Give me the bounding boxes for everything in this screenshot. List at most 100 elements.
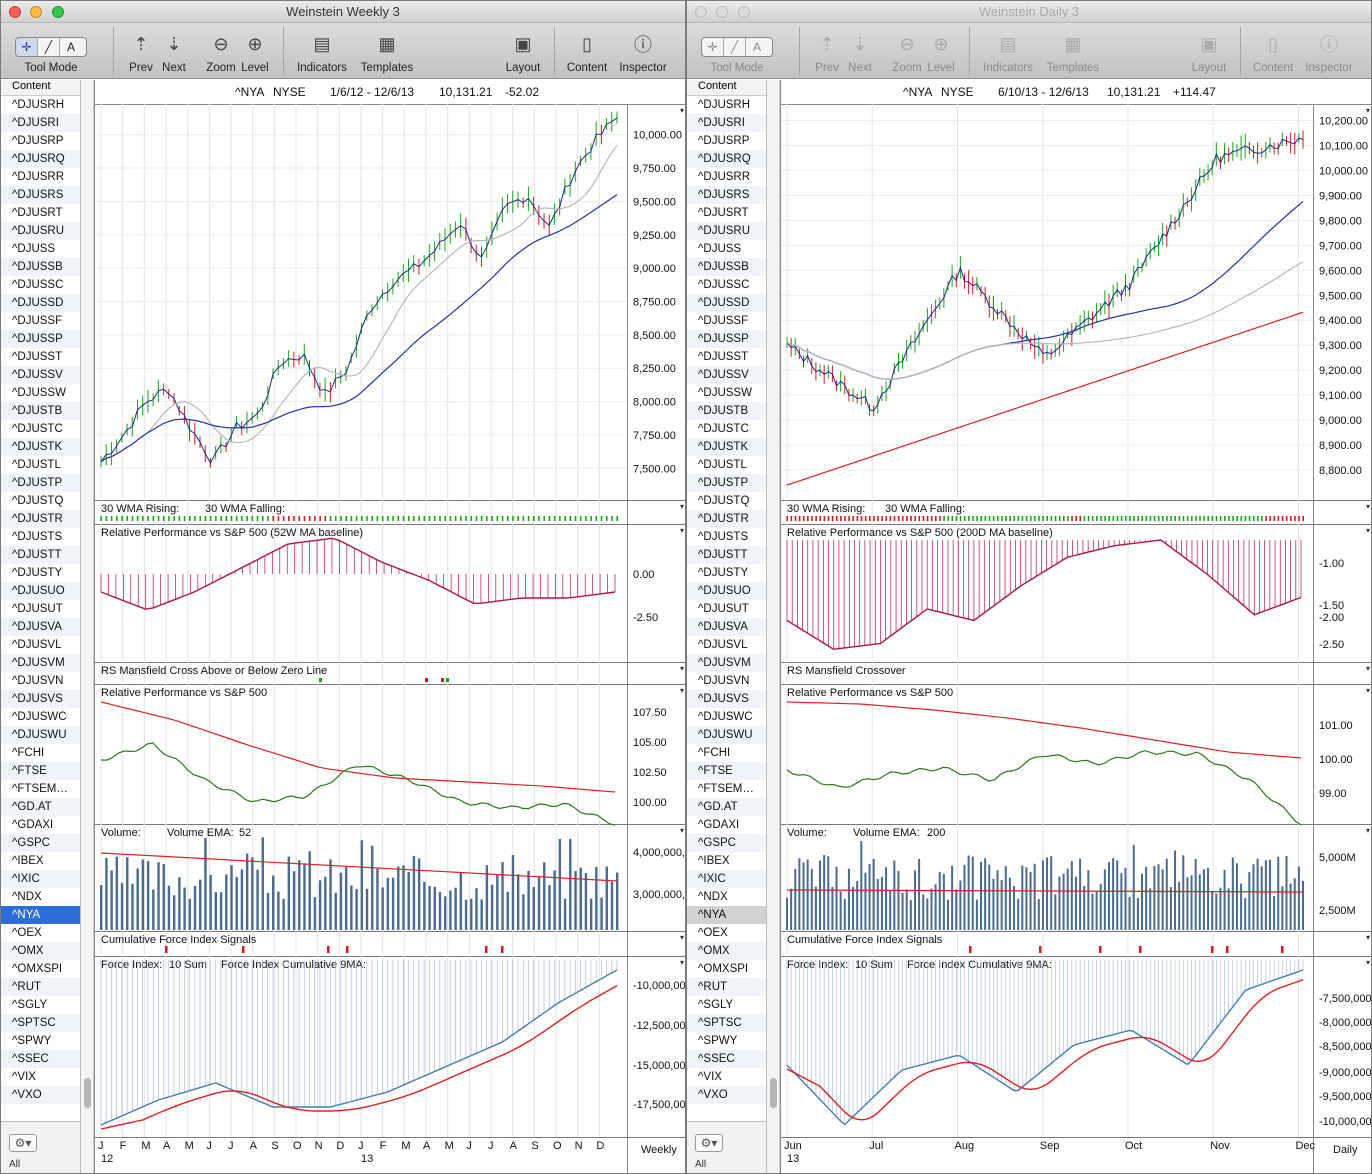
- sidebar-item[interactable]: ^DJUSSV: [687, 366, 766, 384]
- sidebar-item[interactable]: ^DJUSRR: [698, 171, 751, 183]
- sidebar-item[interactable]: ^DJUSTT: [1, 546, 80, 564]
- sidebar-item[interactable]: ^IBEX: [12, 855, 44, 867]
- zoom-level-button[interactable]: ⊕ Level: [239, 29, 271, 75]
- tool-mode-control[interactable]: ✛ ╱ A Tool Mode: [15, 29, 87, 74]
- symbol-list[interactable]: ^DJUSRH ^DJUSRI ^DJUSRP ^DJUSRQ ^DJUSRR ^DJUS…: [1, 96, 80, 1122]
- sidebar-item[interactable]: ^DJUSRS: [1, 186, 80, 204]
- sidebar-item[interactable]: ^VIX: [12, 1071, 36, 1083]
- content-button[interactable]: ▯ Content: [564, 29, 610, 75]
- next-button[interactable]: ⇣ Next: [845, 29, 875, 75]
- sidebar-item[interactable]: ^DJUSTB: [687, 402, 766, 420]
- sidebar-item[interactable]: ^OMXSPI: [698, 963, 749, 975]
- minimize-window-icon[interactable]: [30, 6, 43, 18]
- sidebar-item[interactable]: ^NYA: [687, 906, 766, 924]
- sidebar-item[interactable]: ^FCHI: [12, 747, 45, 759]
- sidebar-item[interactable]: ^DJUSRT: [698, 207, 749, 219]
- sidebar-item[interactable]: ^DJUSTL: [698, 459, 747, 471]
- sidebar-item[interactable]: ^DJUSUO: [687, 582, 766, 600]
- zoom-level-button[interactable]: ⊕ Level: [925, 29, 957, 75]
- text-tool-icon[interactable]: A: [752, 40, 761, 54]
- sidebar-item[interactable]: ^DJUSRI: [687, 114, 766, 132]
- chart-svg[interactable]: ^NYA NYSE 6/10/13 - 12/6/13 10,131.21 +114.4…: [781, 80, 1372, 1174]
- close-window-icon[interactable]: [9, 6, 21, 18]
- sidebar-item[interactable]: ^DJUSVS: [1, 690, 80, 708]
- sidebar-item[interactable]: ^GD.AT: [1, 798, 80, 816]
- sidebar-item[interactable]: ^DJUSTC: [698, 423, 749, 435]
- sidebar-item[interactable]: ^GSPC: [1, 834, 80, 852]
- sidebar-item[interactable]: ^DJUSSV: [1, 366, 80, 384]
- sidebar-item[interactable]: ^DJUSUO: [1, 582, 80, 600]
- sidebar-item[interactable]: ^DJUSSD: [1, 294, 80, 312]
- inspector-button[interactable]: ⓘ Inspector: [617, 29, 669, 74]
- sidebar-item[interactable]: ^DJUSTR: [687, 510, 766, 528]
- inspector-button[interactable]: ⓘ Inspector: [1303, 29, 1355, 74]
- sidebar-item[interactable]: ^OEX: [12, 927, 42, 939]
- sidebar-item[interactable]: ^DJUSS: [12, 243, 56, 255]
- sidebar-item[interactable]: ^DJUSWC: [12, 711, 67, 723]
- sidebar-scrollbar[interactable]: [81, 80, 94, 1173]
- sidebar-item[interactable]: ^DJUSTR: [1, 510, 80, 528]
- layout-button[interactable]: ▣ Layout: [1186, 29, 1232, 75]
- sidebar-item[interactable]: ^SGLY: [12, 999, 48, 1011]
- sidebar-item[interactable]: ^DJUSTC: [12, 423, 63, 435]
- sidebar-item[interactable]: ^VXO: [1, 1086, 80, 1104]
- sidebar-item[interactable]: ^DJUSSD: [687, 294, 766, 312]
- sidebar-item[interactable]: ^DJUSRU: [687, 222, 766, 240]
- sidebar-item[interactable]: ^DJUSSW: [698, 387, 752, 399]
- sidebar-item[interactable]: ^SPTSC: [687, 1014, 766, 1032]
- zoom-window-icon[interactable]: [51, 6, 64, 18]
- sidebar-item[interactable]: ^DJUSTS: [12, 531, 63, 543]
- sidebar-item[interactable]: ^DJUSSP: [687, 330, 766, 348]
- sidebar-item[interactable]: ^DJUSUT: [698, 603, 749, 615]
- sidebar-scrollbar[interactable]: [767, 80, 780, 1173]
- sidebar-item[interactable]: ^DJUSVM: [687, 654, 766, 672]
- minimize-window-icon[interactable]: [716, 6, 729, 18]
- sidebar-item[interactable]: ^DJUSSC: [698, 279, 750, 291]
- sidebar-item[interactable]: ^DJUSVS: [687, 690, 766, 708]
- crosshair-tool-icon[interactable]: ✛: [702, 38, 724, 56]
- sidebar-item[interactable]: ^SPWY: [12, 1035, 52, 1047]
- sidebar-item[interactable]: ^DJUSVA: [1, 618, 80, 636]
- sidebar-item[interactable]: ^DJUSRQ: [687, 150, 766, 168]
- crosshair-tool-icon[interactable]: ✛: [16, 38, 38, 56]
- sidebar-item[interactable]: ^SGLY: [698, 999, 734, 1011]
- close-window-icon[interactable]: [695, 6, 707, 18]
- sidebar-item[interactable]: ^DJUSTP: [1, 474, 80, 492]
- sidebar-item[interactable]: ^DJUSVN: [698, 675, 750, 687]
- sidebar-item[interactable]: ^DJUSVL: [698, 639, 748, 651]
- zoom-window-icon[interactable]: [737, 6, 750, 18]
- sidebar-item[interactable]: ^NYA: [1, 906, 80, 924]
- prev-button[interactable]: ⇡ Prev: [126, 29, 156, 75]
- text-tool-icon[interactable]: A: [66, 40, 75, 54]
- daily-chart-window[interactable]: Weinstein Daily 3 ✛ ╱ A Tool Mode ⇡ Prev ⇣ N…: [686, 0, 1372, 1174]
- sidebar-item[interactable]: ^DJUSSF: [12, 315, 63, 327]
- sidebar-item[interactable]: ^DJUSWU: [1, 726, 80, 744]
- sidebar-item[interactable]: ^GDAXI: [698, 819, 740, 831]
- sidebar-item[interactable]: ^DJUSVM: [1, 654, 80, 672]
- sidebar-item[interactable]: ^DJUSRI: [1, 114, 80, 132]
- sidebar-item[interactable]: ^DJUSTK: [687, 438, 766, 456]
- sidebar-item[interactable]: ^FTSE: [1, 762, 80, 780]
- symbol-list[interactable]: ^DJUSRH ^DJUSRI ^DJUSRP ^DJUSRQ ^DJUSRR ^DJUS…: [687, 96, 766, 1122]
- title-bar[interactable]: Weinstein Daily 3: [687, 1, 1371, 23]
- sidebar-item[interactable]: ^DJUSTT: [687, 546, 766, 564]
- sidebar-item[interactable]: ^IXIC: [1, 870, 80, 888]
- chart-svg[interactable]: ^NYA NYSE 1/6/12 - 12/6/13 10,131.21 -52.02 ▾…: [95, 80, 686, 1174]
- chart-area[interactable]: ^NYA NYSE 6/10/13 - 12/6/13 10,131.21 +114.4…: [780, 80, 1372, 1174]
- sidebar-item[interactable]: ^DJUSRS: [687, 186, 766, 204]
- sidebar-item[interactable]: ^DJUSRR: [12, 171, 65, 183]
- sidebar-item[interactable]: ^DJUSVL: [12, 639, 62, 651]
- sidebar-item[interactable]: ^DJUSRH: [698, 99, 751, 111]
- sidebar-item[interactable]: ^VXO: [687, 1086, 766, 1104]
- sidebar-item[interactable]: ^DJUSTK: [1, 438, 80, 456]
- scroll-thumb[interactable]: [84, 1078, 91, 1108]
- sidebar-item[interactable]: ^DJUSTY: [698, 567, 749, 579]
- sidebar-item[interactable]: ^DJUSTL: [12, 459, 61, 471]
- sidebar-item[interactable]: ^DJUSRP: [698, 135, 750, 147]
- sidebar-item[interactable]: ^OMX: [687, 942, 766, 960]
- sidebar-item[interactable]: ^SSEC: [1, 1050, 80, 1068]
- sidebar-item[interactable]: ^FCHI: [698, 747, 731, 759]
- chart-area[interactable]: ^NYA NYSE 1/6/12 - 12/6/13 10,131.21 -52.02 ▾…: [94, 80, 686, 1174]
- sidebar-item[interactable]: ^DJUSRP: [12, 135, 64, 147]
- sidebar-item[interactable]: ^FTSE: [687, 762, 766, 780]
